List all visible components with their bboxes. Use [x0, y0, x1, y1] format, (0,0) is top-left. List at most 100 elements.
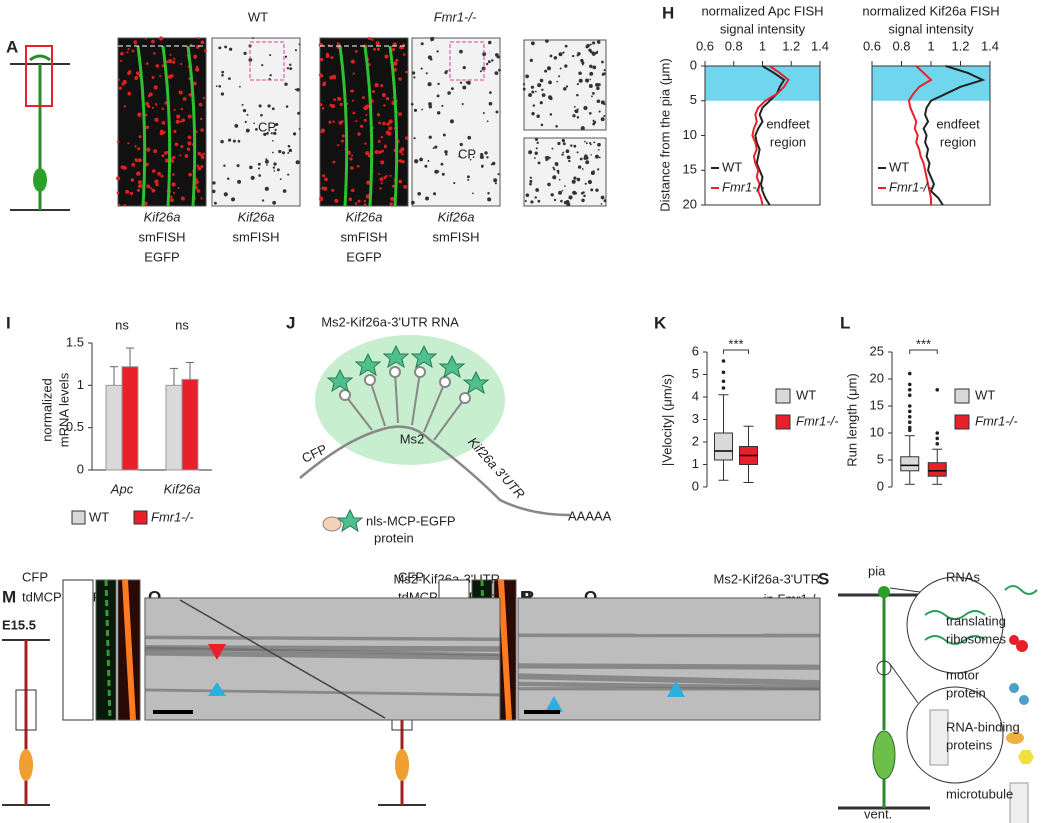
fish-spot [157, 171, 162, 176]
fish-spot [200, 117, 203, 121]
fish-spot [576, 177, 581, 182]
fish-spot [250, 175, 255, 180]
bar [105, 384, 123, 471]
x-tick-label: 1.4 [981, 38, 999, 53]
fish-spot [530, 200, 534, 204]
fish-spot [466, 80, 471, 85]
legend-label: WT [889, 159, 909, 174]
fish-spot [159, 131, 164, 136]
legend-label: translating [946, 613, 1006, 628]
fish-spot [534, 137, 539, 141]
caption: Kif26a [238, 209, 275, 224]
fish-spot [134, 145, 137, 148]
y-tick-label: 0 [690, 57, 697, 72]
y-tick-label: 25 [870, 343, 884, 358]
fish-spot [495, 110, 499, 114]
panel-letter: K [654, 313, 667, 332]
outlier [935, 388, 940, 392]
fiber [388, 45, 399, 207]
fish-spot [200, 155, 205, 160]
legend-label: RNAs [946, 569, 980, 584]
fish-spot [534, 90, 537, 93]
x-tick-label: Kif26a [164, 481, 201, 496]
fish-spot [228, 47, 233, 51]
outlier [907, 393, 912, 398]
fish-spot [144, 37, 147, 40]
fish-spot [591, 51, 596, 56]
fish-spot [573, 176, 577, 180]
fish-spot [596, 99, 601, 104]
fish-spot [578, 78, 583, 83]
x-tick-label: 1.4 [811, 38, 829, 53]
fish-spot [350, 188, 355, 193]
fish-spot [332, 120, 335, 123]
diagram-title: Ms2-Kif26a-3'UTR RNA [321, 314, 459, 329]
fish-spot [436, 111, 441, 115]
fish-spot [241, 103, 244, 106]
arrowhead [208, 682, 226, 696]
chart-title: signal intensity [888, 21, 974, 36]
fish-spot [458, 155, 461, 158]
fish-spot [421, 108, 424, 111]
fish-spot [379, 177, 384, 182]
soma [395, 749, 409, 781]
fish-spot [264, 159, 269, 164]
fish-spot [195, 67, 200, 72]
fish-spot [441, 172, 445, 176]
fish-spot [595, 51, 598, 55]
fish-spot [239, 85, 241, 88]
fish-spot [467, 135, 472, 140]
fish-spot [187, 114, 192, 119]
fish-spot [425, 196, 430, 201]
fish-spot [559, 67, 562, 70]
outlier [935, 431, 940, 435]
fish-spot [273, 170, 276, 172]
legend-label: Fmr1-/- [796, 413, 839, 428]
fish-spot [541, 93, 546, 98]
fish-spot [581, 168, 584, 170]
fish-spot [325, 52, 329, 56]
fish-spot [597, 148, 600, 151]
fish-spot [441, 104, 444, 107]
fish-spot [578, 71, 582, 76]
fish-spot [402, 43, 405, 46]
region-label: CP [458, 146, 476, 161]
fish-spot [154, 179, 159, 184]
fish-spot [529, 179, 533, 183]
fish-spot [373, 47, 376, 51]
significance-bracket [909, 349, 938, 354]
fish-spot [591, 172, 594, 175]
fish-spot [450, 87, 454, 91]
fish-spot [565, 85, 569, 88]
fish-spot [583, 194, 586, 198]
y-tick-label: 0.5 [66, 419, 84, 434]
fish-spot [562, 151, 565, 154]
fish-spot [487, 40, 492, 45]
fish-spot [585, 78, 590, 83]
fish-spot [553, 56, 558, 60]
fish-spot [486, 120, 489, 123]
legend-label: WT [975, 387, 995, 402]
fish-spot [603, 102, 606, 106]
fish-spot [568, 195, 573, 200]
fish-spot [385, 174, 388, 178]
fish-spot [272, 139, 274, 142]
fish-spot [539, 101, 543, 105]
fish-spot [117, 78, 121, 81]
fish-spot [161, 121, 166, 125]
fish-spot [324, 177, 328, 182]
fish-spot [572, 54, 575, 58]
fish-spot [170, 195, 173, 199]
fish-spot [453, 181, 456, 185]
fish-spot [187, 135, 192, 140]
fish-spot [589, 43, 592, 46]
fish-spot [558, 178, 561, 181]
fish-spot [553, 168, 556, 171]
fish-spot [320, 74, 324, 78]
fish-spot [529, 176, 532, 179]
fish-spot [540, 123, 544, 127]
fish-spot [188, 172, 193, 177]
fish-spot [482, 112, 485, 115]
fish-spot [389, 174, 392, 177]
highlight-region [705, 66, 820, 101]
